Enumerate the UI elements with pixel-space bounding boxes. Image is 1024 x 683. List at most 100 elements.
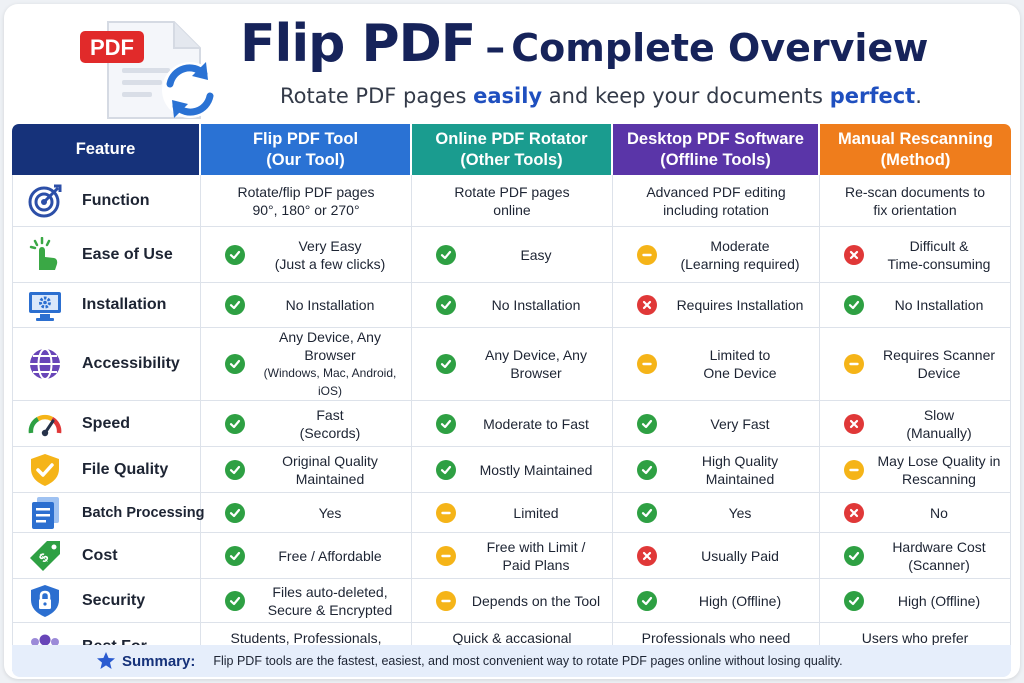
title-rest: Complete Overview <box>511 26 929 70</box>
check-icon <box>637 413 657 434</box>
cell-text-line: fix orientation <box>873 201 957 218</box>
feature-name: Batch Processing <box>82 504 205 521</box>
check-icon <box>225 545 245 566</box>
cell-text-line: No Installation <box>491 297 581 313</box>
title-dash: – <box>485 25 506 71</box>
check-icon <box>844 295 864 315</box>
pdf-badge-text: PDF <box>90 35 134 60</box>
cell-text-line: (Manually) <box>906 424 972 441</box>
column-header-title: Manual Rescanning <box>838 129 993 148</box>
table-row: $ Cost Free / Affordable Free with Limit / P… <box>12 533 1011 579</box>
feature-name: Speed <box>82 414 131 432</box>
cell-text-line: (Learning required) <box>680 255 800 272</box>
globe-icon <box>25 347 65 381</box>
value-cell: Advanced PDF editing including rotation <box>613 175 820 227</box>
summary-label: Summary: <box>122 652 196 670</box>
table-row: Ease of Use Very Easy (Just a few clicks) E… <box>12 227 1011 283</box>
feature-cell: Speed <box>12 401 201 447</box>
column-header-subtitle: (Offline Tools) <box>660 150 771 169</box>
cell-text-line: Moderate to Fast <box>483 415 589 432</box>
subtitle-part: . <box>915 84 922 108</box>
star-icon <box>97 652 115 669</box>
cell-text-line: Advanced PDF editing <box>646 183 786 200</box>
column-header-subtitle: (Our Tool) <box>266 150 345 169</box>
cell-text-line: Requires Scanner <box>882 347 996 363</box>
subtitle-highlight: easily <box>473 84 543 108</box>
table-row: File Quality Original Quality Maintained Mo… <box>12 447 1011 493</box>
check-icon <box>637 459 657 480</box>
cell-text-line: High (Offline) <box>897 592 981 609</box>
feature-cell: Batch Processing <box>12 493 205 533</box>
cell-text-line: Users who prefer <box>861 629 969 646</box>
value-cell: Usually Paid <box>613 533 820 579</box>
feature-cell: $ Cost <box>12 533 201 579</box>
table-row: Speed Fast (Secords) Moderate to Fast Very F… <box>12 401 1011 447</box>
check-icon <box>225 354 245 374</box>
value-cell: Very Easy (Just a few clicks) <box>201 227 412 283</box>
cross-icon <box>844 244 864 265</box>
cell-text-line: (Just a few clicks) <box>274 255 386 272</box>
subtitle-part: Rotate PDF pages <box>280 84 474 108</box>
cell-text-line: Time-consuming <box>887 255 991 272</box>
column-header-title: Feature <box>75 140 136 158</box>
cell-text-line: Professionals who need <box>641 629 791 646</box>
feature-cell: Security <box>12 579 201 623</box>
monitor-gear-icon <box>25 288 65 322</box>
cell-text-line: Usually Paid <box>701 547 779 564</box>
cell-text-line: 90°, 180° or 270° <box>252 201 360 218</box>
feature-name: Installation <box>82 296 167 313</box>
cell-text-line: Maintained <box>295 470 365 487</box>
value-cell: No <box>820 493 1011 533</box>
column-header-online-pdf-rotator: Online PDF Rotator (Other Tools) <box>412 124 613 175</box>
feature-name: Security <box>82 591 146 609</box>
column-header-subtitle: (Method) <box>880 150 951 169</box>
cell-text-line: Quick & accasional <box>452 629 572 646</box>
table-header-row: Feature Flip PDF Tool (Our Tool) Online PDF… <box>12 124 1011 175</box>
cell-text-line: (Scanner) <box>908 556 970 573</box>
target-icon <box>25 184 65 218</box>
table-row: Security Files auto-deleted, Secure & Encr… <box>12 579 1011 623</box>
cell-text-line: Students, Professionals, <box>230 629 382 646</box>
value-cell: Moderate (Learning required) <box>613 227 820 283</box>
cell-text-line: Fast <box>316 406 344 423</box>
cell-text-line: Very Easy <box>298 237 362 254</box>
value-cell: No Installation <box>412 283 613 328</box>
column-header-title: Desktop PDF Software <box>627 129 804 148</box>
summary-bar: Summary: Flip PDF tools are the fastest,… <box>12 645 1011 677</box>
cell-text-line: Any Device, Any Browser <box>279 329 381 363</box>
cross-icon <box>844 502 864 523</box>
page-title: Flip PDF – Complete Overview <box>240 14 940 74</box>
cell-text-line: Re-scan documents to <box>844 183 986 200</box>
column-header-feature: Feature <box>12 124 201 175</box>
summary-text: Flip PDF tools are the fastest, easiest,… <box>213 654 843 668</box>
value-cell: Yes <box>201 493 412 533</box>
table-row: Batch Processing Yes Limited Yes No <box>12 493 1011 533</box>
check-icon <box>436 413 456 434</box>
value-cell: Rotate PDF pages online <box>412 175 613 227</box>
table-row: Installation No Installation No Installati… <box>12 283 1011 328</box>
cell-text-line: Secure & Encrypted <box>267 601 393 618</box>
check-icon <box>637 590 657 611</box>
cell-text-line: online <box>493 201 531 218</box>
feature-cell: Function <box>12 175 201 227</box>
cell-text-line: including rotation <box>663 201 769 218</box>
cell-text-line: Free / Affordable <box>278 547 382 564</box>
cell-text-line: Device <box>917 365 961 381</box>
value-cell: High Quality Maintained <box>613 447 820 493</box>
cell-text-line: Rotate/flip PDF pages <box>237 183 375 200</box>
column-header-subtitle: (Other Tools) <box>460 150 563 169</box>
check-icon <box>225 590 245 611</box>
value-cell: Files auto-deleted, Secure & Encrypted <box>201 579 412 623</box>
value-cell: High (Offline) <box>613 579 820 623</box>
value-cell: Difficult & Time-consuming <box>820 227 1011 283</box>
table-body: Function Rotate/flip PDF pages 90°, 180° o… <box>12 175 1011 671</box>
cell-text-line: Slow <box>923 406 955 423</box>
feature-cell: Installation <box>12 283 201 328</box>
partial-icon <box>637 354 657 374</box>
check-icon <box>436 354 456 374</box>
table-row: Function Rotate/flip PDF pages 90°, 180° o… <box>12 175 1011 227</box>
column-header-title: Flip PDF Tool <box>252 129 359 148</box>
feature-cell: Accessibility <box>12 328 201 401</box>
value-cell: Limited <box>412 493 613 533</box>
value-cell: Original Quality Maintained <box>201 447 412 493</box>
